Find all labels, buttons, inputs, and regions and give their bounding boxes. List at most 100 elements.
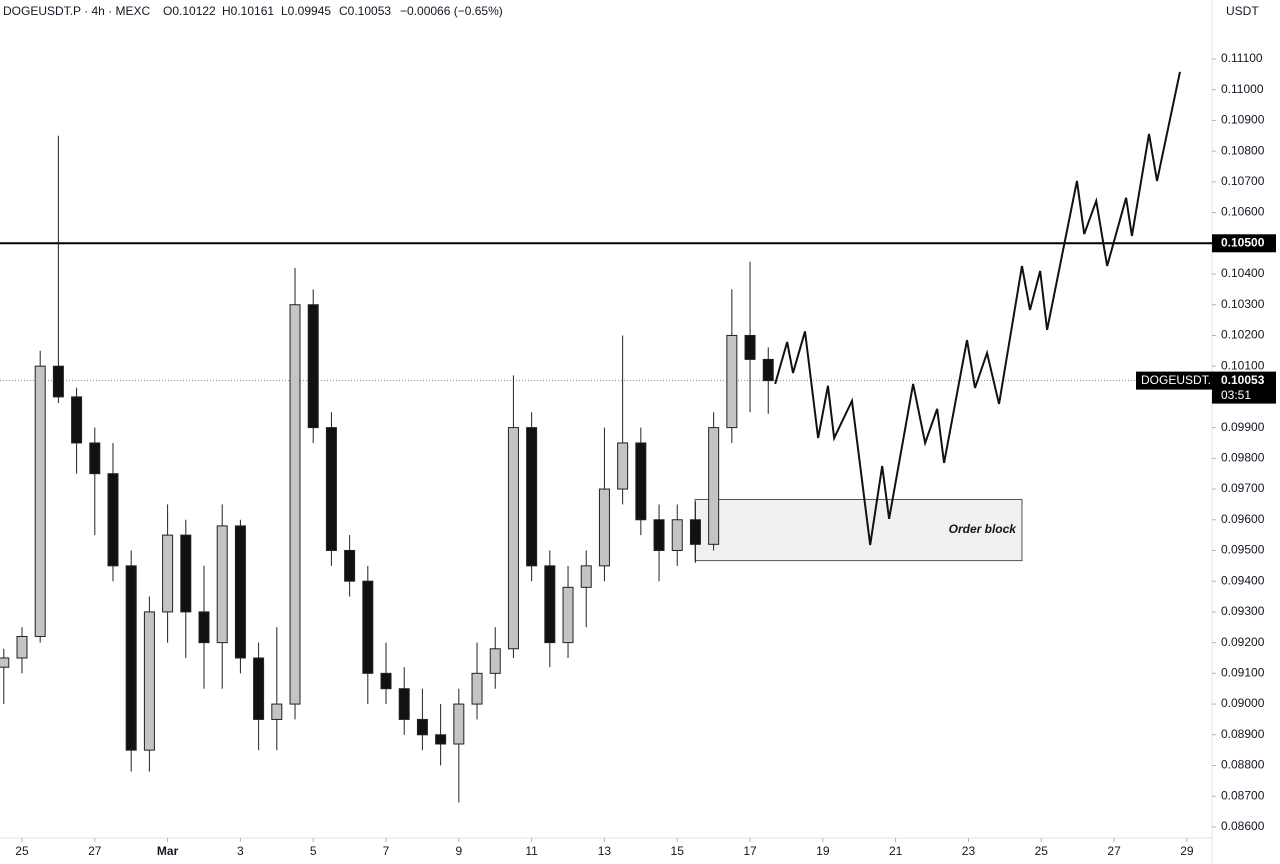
y-tick-label: 0.08900 [1221,727,1265,741]
y-tick-label: 0.10100 [1221,358,1265,372]
last-price-symbol-box [1136,371,1212,390]
candle-body [0,657,10,668]
y-tick-label: 0.09500 [1221,543,1265,557]
candle-body [453,703,465,745]
candle-body [671,519,683,551]
candle-body [216,525,228,644]
last-price-countdown: 03:51 [1221,388,1251,402]
candle-body [344,549,356,582]
y-tick-label: 0.09800 [1221,450,1265,464]
x-tick-label: 3 [237,844,244,858]
candle-body [507,427,519,650]
x-tick-label: 13 [598,844,612,858]
candle-body [198,611,210,644]
candle-body [271,703,283,720]
y-tick-label: 0.10900 [1221,113,1265,127]
close-value: C0.10053 [339,4,391,18]
x-tick-label: 7 [383,844,390,858]
x-tick-label: 29 [1180,844,1194,858]
x-tick-label: 15 [671,844,685,858]
level-label: 0.10500 [1221,235,1265,249]
currency: USDT [1226,4,1259,18]
x-tick-label: 25 [15,844,29,858]
y-tick-label: 0.08800 [1221,758,1265,772]
candle-body [471,672,483,705]
candle-body [580,565,592,588]
candle-body [89,442,101,475]
last-price-value: 0.10053 [1221,373,1265,387]
x-tick-label: 21 [889,844,903,858]
candle-body [689,519,701,545]
candle-body [744,334,756,360]
candle-body [71,396,83,444]
order-block [694,498,1023,562]
forecast-line [774,71,1181,546]
open-value: O0.10122 [163,4,216,18]
candle-body [617,442,629,490]
candle-body [52,365,64,398]
candle-body [762,358,774,382]
candle-body [598,488,610,567]
x-tick-label: 23 [962,844,976,858]
y-tick-label: 0.09700 [1221,481,1265,495]
candle-body [726,334,738,429]
y-tick-label: 0.09000 [1221,696,1265,710]
y-tick-label: 0.09900 [1221,420,1265,434]
x-tick-label: 27 [88,844,102,858]
x-tick-label: 9 [455,844,462,858]
candle-body [653,519,665,551]
candle-body [107,473,119,567]
candle-body [544,565,556,644]
y-tick-label: 0.10300 [1221,297,1265,311]
last-price-box [1212,371,1276,404]
x-tick-label: 11 [525,844,538,858]
level-label-box [1212,234,1276,253]
candle-body [362,580,374,674]
candle-body [162,534,174,613]
symbol-line: DOGEUSDT.P · 4h · MEXC [3,4,150,18]
order-block-label: Order block [949,522,1018,536]
candle-body [16,635,28,659]
x-tick-label: Mar [157,844,179,858]
y-tick-label: 0.09600 [1221,512,1265,526]
y-tick-label: 0.10400 [1221,266,1265,280]
y-tick-label: 0.10200 [1221,328,1265,342]
y-tick-label: 0.11000 [1221,82,1264,96]
candle-body [325,427,337,551]
y-tick-label: 0.09400 [1221,573,1265,587]
x-tick-label: 25 [1035,844,1049,858]
candle-body [380,672,392,690]
candle-body [562,586,574,644]
candle-body [125,565,137,751]
y-tick-label: 0.09200 [1221,635,1265,649]
candle-body [489,648,501,674]
candle-body [143,611,155,751]
candle-body [398,688,410,720]
y-tick-label: 0.10700 [1221,174,1265,188]
x-tick-label: 27 [1107,844,1121,858]
candle-body [253,657,265,720]
candle-body [416,718,428,736]
candle-body [34,365,46,637]
candle-body [708,427,720,545]
candle-body [234,525,246,659]
y-tick-label: 0.09100 [1221,666,1265,680]
x-tick-label: 17 [743,844,757,858]
low-value: L0.09945 [281,4,331,18]
y-tick-label: 0.11100 [1221,51,1263,65]
candle-body [289,304,301,705]
x-tick-label: 19 [816,844,830,858]
candle-body [526,427,538,567]
change-value: −0.00066 (−0.65%) [400,4,503,18]
y-tick-label: 0.10600 [1221,205,1265,219]
x-tick-label: 5 [310,844,317,858]
candle-body [180,534,192,613]
y-tick-label: 0.10800 [1221,143,1265,157]
y-tick-label: 0.08700 [1221,788,1265,802]
candle-body [307,304,319,429]
candle-body [435,734,447,745]
y-tick-label: 0.09300 [1221,604,1265,618]
y-tick-label: 0.08600 [1221,819,1265,833]
candle-body [635,442,647,521]
